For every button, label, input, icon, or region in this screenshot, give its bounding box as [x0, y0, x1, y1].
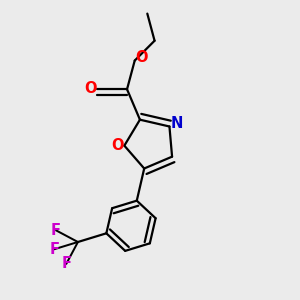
Text: N: N: [170, 116, 183, 131]
Text: O: O: [135, 50, 148, 65]
Text: O: O: [111, 138, 123, 153]
Text: F: F: [51, 223, 61, 238]
Text: F: F: [61, 256, 71, 272]
Text: O: O: [84, 81, 96, 96]
Text: F: F: [49, 242, 59, 257]
